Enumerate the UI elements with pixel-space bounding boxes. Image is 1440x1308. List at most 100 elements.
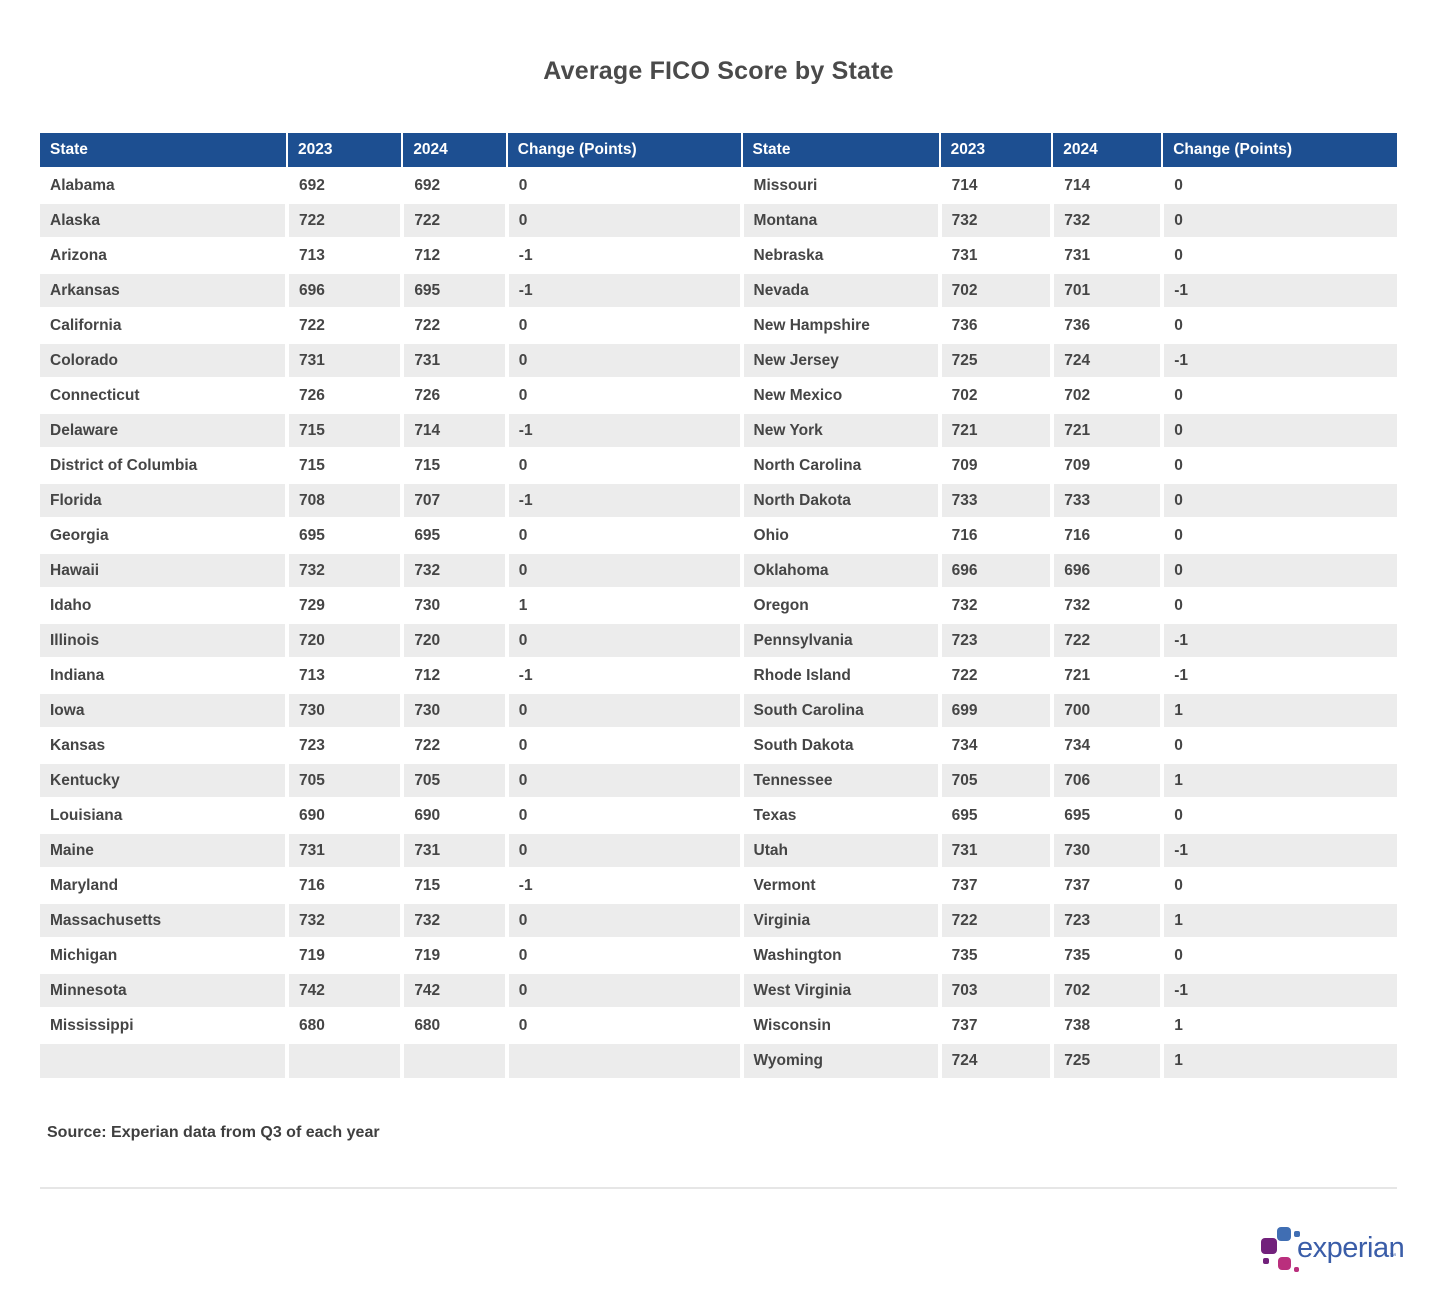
score-cell: 1 [1160,1007,1397,1043]
state-cell: Oregon [739,587,940,623]
score-cell: 742 [400,972,507,1008]
score-cell: 0 [1160,937,1397,973]
table-row: Alabama 692 692 0 Missouri 714 714 0 [40,167,1397,203]
source-note: Source: Experian data from Q3 of each ye… [47,1124,380,1141]
state-cell: Wyoming [739,1042,940,1078]
score-cell: 737 [937,867,1053,903]
table-row: Idaho 729 730 1 Oregon 732 732 0 [40,587,1397,623]
score-cell: 0 [504,552,742,588]
score-cell: 0 [1160,517,1397,553]
score-cell: 0 [504,517,742,553]
score-cell: 722 [937,657,1053,693]
score-cell: 696 [937,552,1053,588]
score-cell: 731 [937,237,1053,273]
score-cell: 742 [284,972,403,1008]
table-row: Maine 731 731 0 Utah 731 730 -1 [40,832,1397,868]
score-cell: 695 [400,272,507,308]
score-cell: 721 [1050,657,1163,693]
score-cell: 1 [1160,902,1397,938]
state-cell: Vermont [739,867,940,903]
score-cell: 1 [1160,762,1397,798]
table-row: Illinois 720 720 0 Pennsylvania 723 722 -1 [40,622,1397,658]
page-title: Average FICO Score by State [543,57,894,85]
score-cell: 732 [937,587,1053,623]
state-cell: Texas [739,797,940,833]
logo-magenta-square-icon [1278,1257,1291,1270]
score-cell: 723 [1050,902,1163,938]
score-cell: 708 [284,482,403,518]
state-cell: Nevada [739,272,940,308]
state-cell: Utah [739,832,940,868]
score-cell: 732 [284,902,403,938]
score-cell: 1 [1160,1042,1397,1078]
score-cell: 713 [284,657,403,693]
state-cell: Maine [40,832,287,868]
score-cell: 703 [937,972,1053,1008]
score-cell: 0 [504,622,742,658]
state-cell: Alaska [40,202,287,238]
score-cell: 0 [504,937,742,973]
fico-score-table: State 2023 2024 Change (Points) State 20… [40,133,1397,1078]
score-cell: 695 [400,517,507,553]
table-row: Minnesota 742 742 0 West Virginia 703 702 -1 [40,972,1397,1008]
score-cell: 738 [1050,1007,1163,1043]
score-cell: 734 [937,727,1053,763]
score-cell: 0 [504,342,742,378]
score-cell: 0 [1160,552,1397,588]
score-cell: 0 [504,377,742,413]
state-cell: New Hampshire [739,307,940,343]
score-cell: 0 [504,202,742,238]
score-cell: -1 [504,412,742,448]
score-cell: 690 [400,797,507,833]
score-cell: 737 [1050,867,1163,903]
score-cell [284,1042,403,1078]
table-row: Louisiana 690 690 0 Texas 695 695 0 [40,797,1397,833]
score-cell: 706 [1050,762,1163,798]
state-cell: Maryland [40,867,287,903]
score-cell: 731 [284,342,403,378]
score-cell: 714 [1050,167,1163,203]
divider [40,1187,1397,1189]
score-cell: 705 [400,762,507,798]
score-cell: 0 [504,727,742,763]
table-row: California 722 722 0 New Hampshire 736 736 0 [40,307,1397,343]
score-cell: 702 [937,377,1053,413]
score-cell: 0 [1160,447,1397,483]
state-cell: Michigan [40,937,287,973]
state-cell: Virginia [739,902,940,938]
state-cell: Hawaii [40,552,287,588]
score-cell: 722 [284,307,403,343]
table-row: Indiana 713 712 -1 Rhode Island 722 721 -1 [40,657,1397,693]
score-cell: 696 [1050,552,1163,588]
score-cell: 724 [1050,342,1163,378]
score-cell: 699 [937,692,1053,728]
score-cell: 707 [400,482,507,518]
score-cell: -1 [1160,832,1397,868]
table-row: Colorado 731 731 0 New Jersey 725 724 -1 [40,342,1397,378]
score-cell: 731 [400,832,507,868]
score-cell [400,1042,507,1078]
score-cell: 735 [1050,937,1163,973]
state-cell: New Jersey [739,342,940,378]
score-cell: 692 [400,167,507,203]
score-cell: -1 [1160,342,1397,378]
state-cell: Kansas [40,727,287,763]
state-cell: Washington [739,937,940,973]
score-cell: -1 [1160,622,1397,658]
state-cell: Indiana [40,657,287,693]
score-cell: 709 [1050,447,1163,483]
score-cell: 0 [504,832,742,868]
state-cell [40,1042,287,1078]
trademark-symbol: ™ [1389,1253,1396,1260]
score-cell: 731 [1050,237,1163,273]
score-cell: 730 [1050,832,1163,868]
score-cell: 736 [937,307,1053,343]
header-2024-right: 2024 [1051,133,1163,169]
score-cell: 732 [1050,587,1163,623]
score-cell: -1 [504,867,742,903]
score-cell: 731 [937,832,1053,868]
score-cell: 712 [400,657,507,693]
score-cell: 716 [1050,517,1163,553]
table-row: District of Columbia 715 715 0 North Carolin… [40,447,1397,483]
score-cell: 680 [400,1007,507,1043]
